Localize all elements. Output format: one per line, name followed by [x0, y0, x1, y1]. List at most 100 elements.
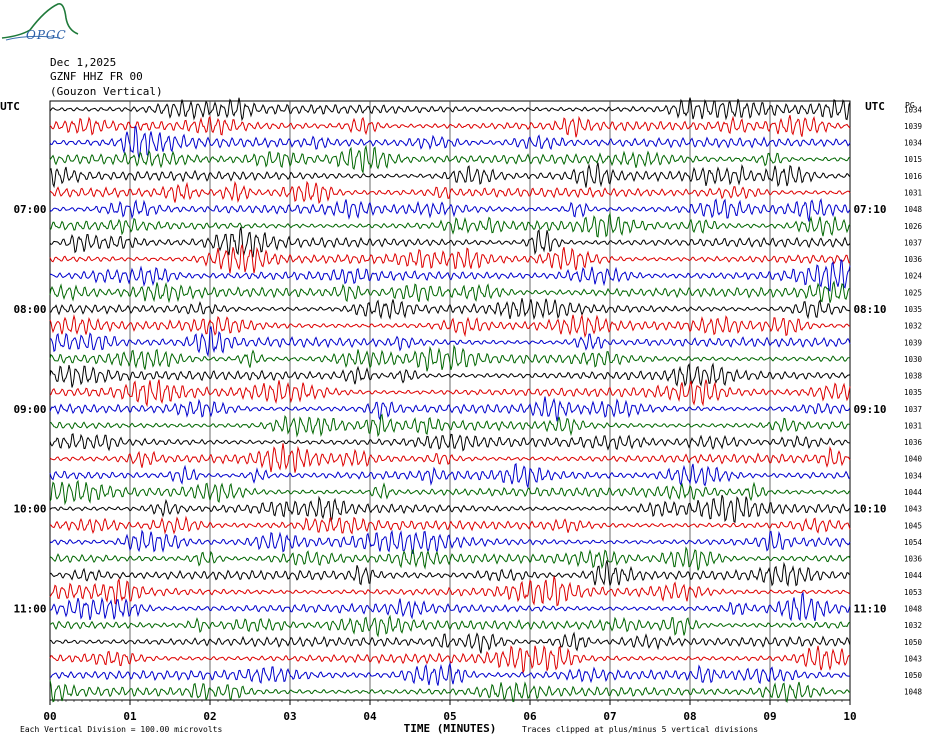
- row-value-label: 1015: [904, 155, 922, 164]
- seismic-trace-14: [49, 313, 851, 339]
- row-value-label: 1026: [904, 222, 923, 231]
- right-time-label: 10:10: [853, 503, 886, 516]
- row-value-label: 1032: [904, 621, 922, 630]
- row-value-label: 1048: [904, 604, 923, 613]
- logo-mountain-icon: [1, 2, 79, 41]
- seismic-trace-1: [49, 97, 851, 122]
- right-time-label: 07:10: [853, 203, 886, 216]
- row-value-label: 1054: [904, 538, 923, 547]
- row-value-label: 1034: [904, 471, 923, 480]
- x-tick-label: 04: [363, 710, 377, 723]
- row-value-label: 1039: [904, 338, 922, 347]
- traces-group: [49, 97, 851, 704]
- seismic-trace-26: [49, 515, 851, 535]
- seismic-trace-3: [49, 126, 851, 159]
- x-tick-label: 07: [603, 710, 616, 723]
- row-value-label: 1032: [904, 322, 922, 331]
- row-value-label: 1016: [904, 172, 923, 181]
- row-value-label: 1030: [904, 355, 923, 364]
- seismic-trace-6: [49, 180, 851, 204]
- row-value-label: 1035: [904, 305, 922, 314]
- x-tick-label: 05: [443, 710, 456, 723]
- row-value-label: 1036: [904, 255, 923, 264]
- seismic-trace-31: [49, 591, 851, 622]
- seismic-trace-16: [49, 344, 851, 372]
- row-value-label: 1031: [904, 421, 922, 430]
- right-axis-label: UTC: [865, 100, 885, 113]
- logo-text: OPGC: [26, 28, 67, 42]
- header-date: Dec 1,2025: [50, 56, 117, 69]
- x-tick-label: 00: [43, 710, 56, 723]
- left-time-label: 08:00: [13, 303, 46, 316]
- row-value-label: 1050: [904, 671, 923, 680]
- seismic-trace-7: [49, 197, 851, 222]
- seismic-trace-10: [49, 244, 851, 274]
- header-station: GZNF HHZ FR 00: [50, 70, 143, 83]
- row-value-label: 1048: [904, 688, 923, 697]
- left-axis-label: UTC: [0, 100, 20, 113]
- seismic-trace-35: [49, 661, 851, 686]
- seismic-trace-25: [49, 494, 851, 523]
- right-time-label: 09:10: [853, 403, 886, 416]
- row-value-label: 1048: [904, 205, 923, 214]
- x-tick-label: 06: [523, 710, 537, 723]
- row-value-label: 1050: [904, 638, 923, 647]
- row-value-label: 1037: [904, 238, 922, 247]
- row-value-label: 1034: [904, 139, 923, 148]
- row-value-label: 1038: [904, 372, 923, 381]
- left-time-label: 07:00: [13, 203, 46, 216]
- left-time-label: 09:00: [13, 403, 46, 416]
- row-value-label: 1024: [904, 272, 923, 281]
- seismic-trace-22: [49, 443, 851, 473]
- seismic-trace-34: [49, 645, 851, 675]
- row-value-label: 1031: [904, 189, 922, 198]
- row-value-label: 1045: [904, 521, 922, 530]
- seismic-trace-30: [49, 576, 851, 607]
- seismic-trace-23: [49, 462, 851, 490]
- row-value-label: 1039: [904, 122, 922, 131]
- seismic-trace-5: [49, 162, 851, 189]
- seismic-trace-13: [49, 298, 851, 321]
- seismic-trace-20: [49, 413, 850, 438]
- x-tick-label: 09: [763, 710, 776, 723]
- seismic-trace-9: [49, 226, 851, 258]
- seismic-trace-27: [49, 529, 851, 554]
- left-time-label: 10:00: [13, 503, 46, 516]
- seismic-trace-28: [49, 546, 851, 571]
- seismic-trace-29: [49, 560, 851, 587]
- row-value-label: 1043: [904, 654, 922, 663]
- footer-left-note: Each Vertical Division = 100.00 microvol…: [20, 725, 222, 734]
- row-value-label: 1034: [904, 105, 923, 114]
- right-time-label: 11:10: [853, 602, 886, 615]
- row-value-label: 1035: [904, 388, 922, 397]
- row-value-label: 1037: [904, 405, 922, 414]
- seismic-trace-11: [49, 259, 851, 292]
- row-value-label: 1043: [904, 505, 922, 514]
- seismic-trace-17: [49, 362, 851, 388]
- header-location: (Gouzon Vertical): [50, 85, 163, 98]
- seismic-trace-32: [49, 614, 851, 638]
- x-tick-label: 02: [203, 710, 216, 723]
- row-value-label: 1040: [904, 455, 923, 464]
- row-value-label: 1044: [904, 488, 923, 497]
- logo: OPGC: [0, 0, 80, 46]
- x-tick-label: 08: [683, 710, 696, 723]
- seismic-trace-33: [49, 631, 851, 654]
- seismic-trace-4: [49, 144, 851, 175]
- seismic-trace-18: [49, 379, 851, 408]
- x-axis-label: TIME (MINUTES): [404, 722, 497, 735]
- seismic-trace-36: [49, 679, 851, 704]
- footer-right-note: Traces clipped at plus/minus 5 vertical …: [522, 725, 758, 734]
- row-value-label: 1053: [904, 588, 922, 597]
- x-tick-label: 03: [283, 710, 296, 723]
- seismic-trace-24: [49, 479, 851, 506]
- right-col-label: PG: [905, 101, 915, 110]
- seismic-trace-8: [49, 211, 851, 238]
- seismic-trace-15: [49, 326, 851, 358]
- row-value-label: 1025: [904, 288, 922, 297]
- left-time-label: 11:00: [13, 602, 46, 615]
- seismic-trace-12: [49, 280, 850, 304]
- seismic-trace-21: [49, 433, 851, 452]
- right-time-label: 08:10: [853, 303, 886, 316]
